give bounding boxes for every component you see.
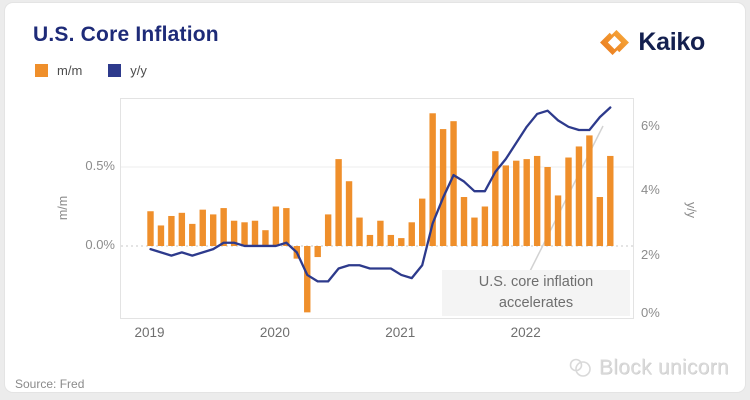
- mm-bar: [450, 121, 457, 246]
- mm-bar: [251, 220, 259, 246]
- inflation-chart: [121, 106, 633, 313]
- axis-tick-label: 2%: [641, 246, 660, 262]
- mm-bar: [189, 223, 196, 246]
- x-axis-year-label: 2019: [134, 325, 165, 340]
- kaiko-logo-icon: [599, 27, 630, 58]
- watermark: Block unicorn: [567, 355, 729, 381]
- mm-bar: [419, 198, 426, 246]
- mm-bar: [178, 212, 186, 246]
- mm-bar: [377, 220, 384, 246]
- legend-yy-label: y/y: [130, 63, 147, 78]
- mm-bar: [523, 159, 530, 246]
- mm-bar: [533, 155, 541, 246]
- source-label: Source: Fred: [15, 377, 85, 391]
- plot-area: [120, 98, 634, 319]
- mm-bar: [262, 230, 269, 246]
- yy-swatch-icon: [108, 64, 122, 77]
- x-axis-year-label: 2020: [259, 325, 290, 340]
- mm-bar: [356, 217, 363, 246]
- mm-bar: [513, 160, 520, 246]
- mm-bar: [345, 181, 353, 246]
- mm-bar: [157, 225, 165, 246]
- mm-bar: [304, 246, 311, 313]
- mm-bar: [398, 238, 405, 246]
- x-axis-year-label: 2021: [385, 325, 416, 340]
- axis-tick-label: 0.0%: [85, 237, 115, 252]
- left-axis-title: m/m: [56, 195, 71, 221]
- kaiko-logo: Kaiko: [599, 27, 705, 58]
- right-axis-title: y/y: [683, 202, 698, 218]
- x-axis-year-label: 2022: [510, 325, 541, 340]
- mm-bar: [168, 215, 175, 246]
- mm-bar: [283, 208, 290, 246]
- mm-bar: [429, 113, 436, 246]
- mm-bar: [408, 222, 415, 246]
- legend-item-yy: y/y: [108, 63, 147, 78]
- axis-tick-label: 0%: [641, 305, 660, 320]
- legend-item-mm: m/m: [35, 63, 82, 78]
- watermark-text: Block unicorn: [599, 356, 729, 379]
- mm-bars: [147, 113, 614, 313]
- mm-bar: [439, 129, 447, 246]
- mm-bar: [481, 206, 489, 246]
- mm-bar: [502, 165, 509, 246]
- watermark-bubbles-icon: [567, 355, 593, 381]
- axis-tick-label: 0.5%: [85, 158, 115, 173]
- mm-bar: [199, 209, 206, 246]
- mm-bar: [210, 214, 217, 246]
- mm-bar: [335, 159, 342, 246]
- axis-tick-label: 6%: [641, 117, 660, 133]
- mm-bar: [575, 146, 583, 246]
- mm-bar: [272, 206, 280, 246]
- annotation-line1: U.S. core inflation: [478, 273, 594, 290]
- mm-bar: [492, 151, 499, 246]
- mm-bar: [220, 208, 227, 246]
- mm-bar: [607, 155, 614, 246]
- mm-bar: [147, 211, 154, 246]
- mm-bar: [241, 222, 248, 246]
- mm-bar: [324, 214, 332, 246]
- mm-bar: [387, 234, 395, 246]
- mm-bar: [554, 195, 562, 246]
- axis-tick-label: 4%: [641, 182, 660, 198]
- legend-mm-label: m/m: [57, 63, 83, 78]
- yy-line: [149, 106, 612, 283]
- mm-bar: [366, 234, 374, 246]
- chart-card: U.S. Core Inflation m/m y/y: [4, 2, 746, 393]
- kaiko-logo-text: Kaiko: [638, 28, 705, 56]
- mm-bar: [314, 246, 321, 258]
- mm-bar: [586, 135, 593, 246]
- mm-bar: [544, 167, 551, 246]
- legend: m/m y/y: [35, 63, 147, 78]
- annotation-line2: accelerates: [498, 295, 574, 311]
- annotation-box: U.S. core inflation accelerates: [442, 270, 630, 316]
- mm-bar: [565, 157, 572, 246]
- mm-bar: [460, 197, 468, 246]
- mm-bar: [596, 197, 604, 246]
- mm-swatch-icon: [35, 64, 48, 77]
- mm-bar: [230, 220, 238, 246]
- chart-title: U.S. Core Inflation: [33, 23, 219, 46]
- mm-bar: [471, 217, 478, 246]
